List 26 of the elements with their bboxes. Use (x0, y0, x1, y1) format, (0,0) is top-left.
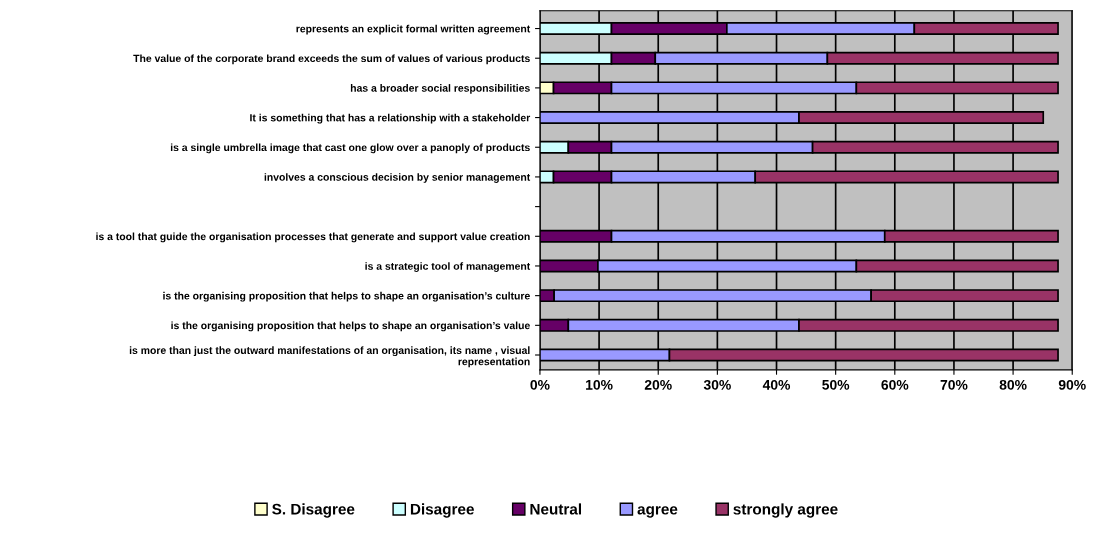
x-tick-label: 20% (644, 379, 672, 390)
y-tick-label: is the organising proposition that helps to shape an organisation’s value (171, 321, 530, 332)
x-tick-label: 0% (530, 379, 550, 390)
y-tick-label: is a tool that guide the organisation processes that generate and support value creation (96, 232, 530, 243)
y-tick-label: represents an explicit formal written agreement (296, 24, 531, 35)
y-tick-label: is a single umbrella image that cast one glow over a panoply of products (170, 143, 530, 154)
y-tick-label: is the organising proposition that helps to shape an organisation’s culture (163, 291, 530, 302)
x-tick-label: 60% (881, 379, 909, 390)
y-tick-label: It is something that has a relationship with a stakeholder (250, 113, 531, 124)
legend-label: Disagree (410, 503, 474, 518)
legend-label: Neutral (530, 503, 581, 515)
x-tick-label: 80% (999, 379, 1027, 390)
y-tick-label: involves a conscious decision by senior management (264, 173, 531, 183)
x-tick-label: 50% (822, 379, 850, 390)
y-tick-label: The value of the corporate brand exceeds the sum of values of various products (133, 54, 530, 65)
y-tick-label: is a strategic tool of management (365, 262, 531, 272)
x-tick-label: 40% (762, 379, 791, 390)
x-tick-label: 30% (703, 379, 731, 390)
legend-label: S. Disagree (272, 503, 355, 518)
x-tick-label: 90% (1058, 379, 1086, 390)
x-tick-label: 10% (586, 379, 613, 390)
legend-label: agree (637, 506, 678, 518)
y-tick-label: is more than just the outward manifestations of an organisation, its name , visual representation (129, 346, 530, 368)
legend-label: strongly agree (733, 503, 838, 518)
y-tick-label: has a broader social responsibilities (350, 84, 530, 94)
x-tick-label: 70% (940, 379, 968, 390)
